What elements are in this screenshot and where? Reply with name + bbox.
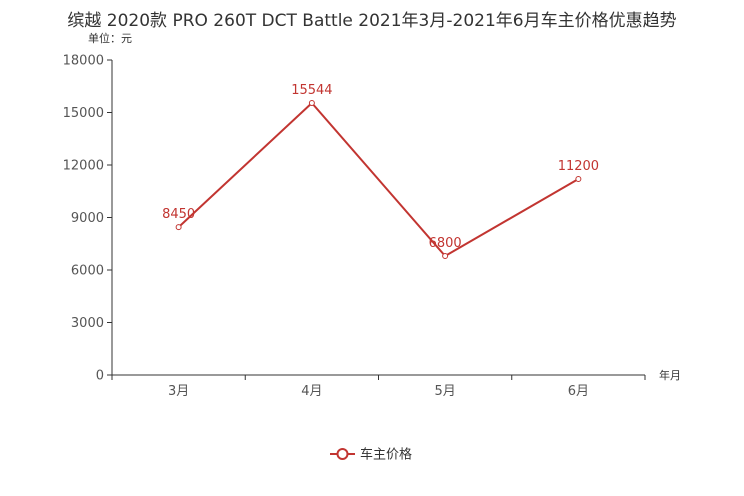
chart-title: 缤越 2020款 PRO 260T DCT Battle 2021年3月-202… bbox=[67, 11, 677, 31]
legend[interactable]: 车主价格 bbox=[330, 447, 412, 463]
data-label: 15544 bbox=[291, 83, 332, 98]
y-tick-label: 15000 bbox=[63, 106, 104, 121]
data-label: 11200 bbox=[558, 159, 599, 174]
x-axis-unit-label: 年月 bbox=[659, 368, 681, 382]
data-point[interactable] bbox=[175, 224, 182, 231]
data-label: 8450 bbox=[162, 207, 195, 222]
y-tick-label: 12000 bbox=[63, 159, 104, 174]
x-tick-label: 6月 bbox=[568, 384, 589, 399]
y-tick-label: 0 bbox=[96, 369, 104, 384]
x-axis: 3月 4月 5月 6月 bbox=[111, 374, 646, 399]
data-point[interactable] bbox=[308, 99, 315, 106]
y-tick-label: 6000 bbox=[71, 264, 104, 279]
series-group: 8450 15544 6800 11200 bbox=[162, 83, 599, 259]
series-line bbox=[177, 101, 579, 257]
data-point[interactable] bbox=[575, 176, 582, 182]
x-tick-label: 5月 bbox=[434, 384, 455, 399]
x-tick-label: 3月 bbox=[168, 384, 189, 399]
y-tick-label: 18000 bbox=[63, 54, 104, 69]
data-point[interactable] bbox=[442, 253, 449, 259]
x-tick-label: 4月 bbox=[301, 384, 322, 399]
y-tick-label: 9000 bbox=[71, 211, 104, 226]
y-axis-unit-label: 单位：元 bbox=[88, 31, 132, 45]
data-label: 6800 bbox=[429, 236, 462, 251]
y-axis: 0 3000 6000 9000 12000 15000 18000 bbox=[63, 54, 113, 384]
legend-label: 车主价格 bbox=[360, 447, 412, 463]
legend-circle-icon bbox=[336, 448, 349, 460]
y-tick-label: 3000 bbox=[71, 316, 104, 331]
